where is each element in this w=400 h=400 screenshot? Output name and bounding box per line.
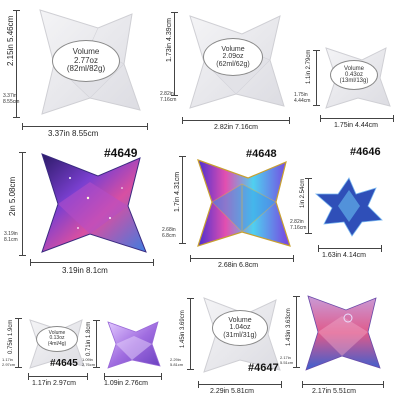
width-dimension-line <box>198 381 282 388</box>
height-dimension-line <box>187 298 194 370</box>
height-label: 1.1in 2.79cm <box>306 49 312 84</box>
volume-ml-g: (4ml/4g) <box>47 340 67 347</box>
volume-oz: 0.13oz <box>49 335 65 342</box>
width-label: 1.09in 2.76cm <box>104 380 148 387</box>
galaxy-merkaba-image <box>41 153 147 253</box>
height-label: 1in 2.54cm <box>300 178 306 208</box>
product-code: #4646 <box>350 146 381 158</box>
height-dimension-line <box>171 12 178 96</box>
width-label: 2.29in 5.81cm <box>210 388 254 395</box>
volume-ml-g: (31ml/31g) <box>223 331 257 339</box>
volume-bubble-4647: Volume 1.04oz (31ml/31g) <box>212 310 268 346</box>
volume-bubble-tiny: Volume 0.13oz (4ml/4g) <box>36 326 78 352</box>
width-dimension-line <box>190 255 294 262</box>
height-dimension-line <box>293 296 300 368</box>
lavender-merkaba-image <box>107 321 161 369</box>
width-label: 3.19in 8.1cm <box>62 266 108 275</box>
width-label: 1.63in 4.14cm <box>322 252 366 259</box>
volume-oz: 0.43oz <box>344 71 363 78</box>
volume-bubble-small: Volume 0.43oz (13ml/13g) <box>330 60 378 90</box>
width-dimension-line <box>320 115 394 122</box>
volume-label: Volume <box>221 45 245 53</box>
height-label: 0.71in 1.8cm <box>86 321 92 356</box>
pink-blue-merkaba-image <box>305 295 381 371</box>
blue-star-merkaba-image <box>314 177 383 237</box>
height-label: 1.7in 4.31cm <box>174 171 181 212</box>
width-label: 2.82in 7.16cm <box>214 124 258 131</box>
height-dimension-line <box>15 318 22 368</box>
width-label: 1.75in 4.44cm <box>334 122 378 129</box>
height-label: 2in 5.08cm <box>8 176 17 216</box>
side-label: 2.29in 5.81cm <box>170 357 184 367</box>
width-label: 2.17in 5.51cm <box>312 388 356 395</box>
height-dimension-line <box>313 50 320 106</box>
width-label: 1.17in 2.97cm <box>32 380 76 387</box>
width-dimension-line <box>30 259 154 266</box>
side-label: 1.75in 4.44cm <box>294 92 311 104</box>
side-label: 2.68in 6.8cm <box>162 227 176 239</box>
volume-label: Volume <box>228 316 252 324</box>
volume-label: Volume <box>343 65 364 72</box>
volume-ml-g: (13ml/13g) <box>339 78 369 85</box>
width-dimension-line <box>302 381 384 388</box>
volume-ml-g: (62ml/62g) <box>216 60 250 68</box>
product-code: #4647 <box>248 362 279 374</box>
height-label: 2.15in 5.46cm <box>6 15 15 66</box>
width-dimension-line <box>318 245 382 252</box>
volume-label: Volume <box>48 330 66 337</box>
product-code: #4645 <box>50 358 78 369</box>
width-dimension-line <box>22 123 148 130</box>
side-label: 3.37in 8.55cm <box>3 93 20 105</box>
width-label: 3.37in 8.55cm <box>48 129 99 138</box>
height-dimension-line <box>93 320 100 368</box>
height-dimension-line <box>13 10 20 118</box>
side-label: 1.17in 2.97cm <box>2 357 16 367</box>
side-label: 2.82in 7.16cm <box>160 91 177 103</box>
height-dimension-line <box>179 156 186 244</box>
height-label: 0.75in 1.9cm <box>8 319 14 354</box>
product-code: #4649 <box>104 146 138 160</box>
height-dimension-line <box>19 152 26 256</box>
width-label: 2.68in 6.8cm <box>218 262 259 269</box>
product-code: #4648 <box>246 148 277 160</box>
volume-oz: 2.09oz <box>222 53 244 61</box>
width-dimension-line <box>182 117 290 124</box>
height-label: 1.43in 3.63cm <box>286 308 292 346</box>
height-label: 1.45in 3.69cm <box>180 310 186 348</box>
side-label: 2.82in 7.16cm <box>290 219 307 231</box>
volume-bubble-large: Volume 2.77oz (82ml/82g) <box>52 40 120 82</box>
volume-bubble-medium: Volume 2.09oz (62ml/62g) <box>203 38 263 76</box>
width-dimension-line <box>104 373 162 380</box>
side-label: 1.09in 2.76cm <box>82 357 96 367</box>
height-label: 1.73in 4.39cm <box>166 18 173 62</box>
side-label: 3.19in 8.1cm <box>4 231 18 243</box>
holographic-merkaba-image <box>197 159 291 247</box>
height-dimension-line <box>305 178 312 234</box>
volume-oz: 2.77oz <box>73 55 99 65</box>
volume-oz: 1.04oz <box>229 324 251 332</box>
side-label: 2.17in 5.51cm <box>280 355 294 365</box>
volume-label: Volume <box>72 47 100 57</box>
volume-ml-g: (82ml/82g) <box>66 64 106 74</box>
width-dimension-line <box>28 373 88 380</box>
